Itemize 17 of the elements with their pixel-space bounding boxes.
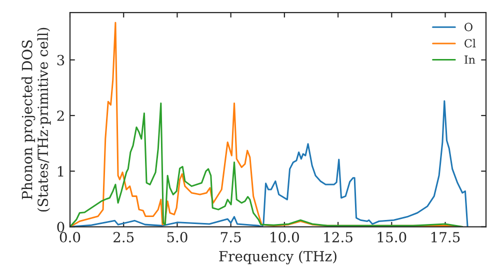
- legend-label: Cl: [464, 38, 476, 48]
- x-axis-title: Frequency (THz): [219, 250, 336, 264]
- x-tick-label: 7.5: [220, 232, 241, 242]
- x-tick-label: 12.5: [324, 232, 352, 242]
- y-tick-label: 1: [58, 166, 64, 176]
- y-tick-label: 0: [57, 222, 64, 232]
- x-tick-label: 15.0: [378, 232, 406, 242]
- x-tick-label: 17.5: [431, 232, 460, 242]
- x-tick-label: 2.5: [114, 232, 134, 242]
- legend-label: In: [464, 56, 476, 64]
- x-tick-label: 5.0: [167, 232, 188, 242]
- x-tick-label: 0.0: [60, 232, 80, 242]
- legend-label: O: [464, 22, 472, 32]
- y-axis-title: Phonon projected DOS (States/THz·primitive cell): [22, 28, 51, 212]
- x-tick-label: 10.0: [270, 232, 299, 242]
- y-tick-label: 3: [57, 54, 64, 66]
- y-tick-label: 2: [57, 110, 64, 121]
